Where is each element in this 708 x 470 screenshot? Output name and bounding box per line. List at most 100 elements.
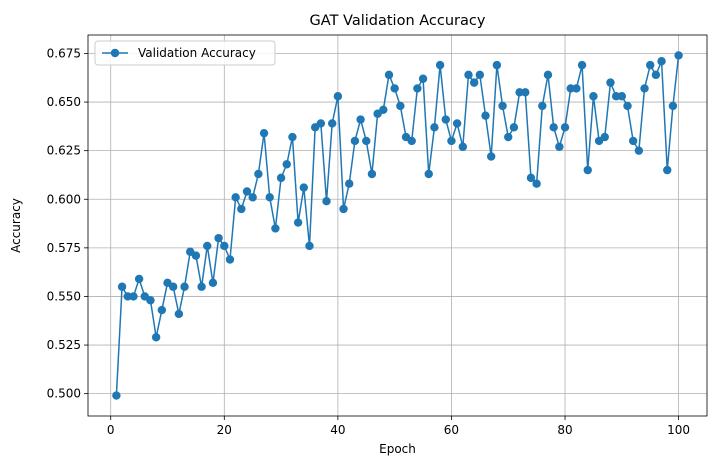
data-point (532, 179, 541, 188)
data-point (430, 123, 439, 132)
x-axis-title: Epoch (379, 442, 416, 456)
data-point (418, 74, 428, 83)
y-axis-title: Accuracy (9, 198, 23, 253)
data-point (458, 142, 468, 151)
data-point (168, 282, 178, 291)
y-tick-label: 0.575 (47, 241, 81, 255)
data-point (299, 183, 308, 192)
data-point (674, 51, 683, 60)
data-point (526, 173, 536, 183)
data-point (555, 142, 564, 151)
data-point (390, 84, 399, 93)
data-point (600, 132, 609, 142)
data-point (146, 296, 155, 305)
plot-frame (87, 34, 708, 417)
data-point (339, 204, 348, 214)
series-line (115, 55, 680, 396)
data-point (441, 115, 450, 124)
data-point (634, 146, 644, 155)
data-point (498, 101, 507, 111)
data-point (435, 60, 445, 70)
data-point (356, 115, 365, 124)
legend-box (94, 40, 276, 66)
data-point (225, 255, 235, 264)
data-point (271, 224, 280, 233)
x-tick-label: 20 (217, 423, 232, 437)
data-point (293, 218, 303, 227)
data-point (237, 204, 246, 214)
data-point (560, 123, 570, 132)
data-point (333, 92, 343, 101)
grid (88, 35, 707, 416)
data-point (174, 309, 184, 319)
x-tick-label: 80 (557, 423, 572, 437)
legend-entry: Validation Accuracy (138, 46, 256, 60)
data-point (657, 57, 666, 66)
data-point (117, 282, 127, 291)
data-point (208, 278, 218, 288)
data-point (583, 165, 592, 175)
y-tick-label: 0.625 (47, 144, 81, 158)
data-point (452, 119, 462, 128)
data-point (663, 165, 672, 175)
data-point (572, 84, 581, 93)
y-tick-label: 0.675 (47, 46, 81, 60)
data-point (379, 105, 388, 115)
data-point (220, 241, 229, 251)
data-point (214, 233, 223, 243)
data-point (134, 274, 144, 284)
data-point (628, 136, 638, 146)
data-point (521, 88, 530, 97)
data-point (668, 101, 678, 111)
data-point (197, 282, 206, 291)
data-point (538, 101, 547, 111)
data-point (112, 391, 121, 400)
data-point (577, 60, 587, 70)
data-point (265, 193, 274, 202)
data-point (259, 128, 269, 138)
y-tick-label: 0.500 (47, 387, 81, 401)
data-point (640, 84, 649, 93)
x-axis: 0 20 40 60 80 100 (107, 416, 690, 437)
data-point (492, 60, 502, 70)
data-point (254, 169, 263, 179)
data-point (413, 84, 422, 93)
data-point (549, 123, 558, 132)
x-tick-label: 100 (667, 423, 690, 437)
data-point (327, 119, 337, 128)
data-point (509, 123, 519, 132)
data-point (231, 193, 240, 202)
data-point (350, 136, 360, 146)
data-point (242, 187, 252, 196)
data-point (191, 251, 201, 260)
y-tick-label: 0.600 (47, 192, 81, 206)
data-point (617, 92, 627, 101)
data-point (464, 70, 473, 80)
data-point (504, 132, 513, 142)
data-point (481, 111, 490, 120)
data-point (606, 78, 615, 87)
data-point (248, 193, 257, 202)
data-point (362, 136, 371, 146)
y-tick-label: 0.525 (47, 338, 81, 352)
legend-marker-icon (110, 48, 120, 58)
data-point (151, 333, 161, 342)
legend: Validation Accuracy (94, 40, 276, 66)
y-tick-label: 0.650 (47, 95, 81, 109)
data-point (475, 70, 485, 80)
chart-title: GAT Validation Accuracy (310, 13, 486, 29)
data-point (157, 305, 167, 315)
data-point (305, 241, 314, 251)
data-point (322, 197, 331, 206)
data-point (589, 92, 598, 101)
data-point (316, 119, 326, 128)
data-point (345, 179, 354, 188)
data-point (623, 101, 632, 111)
x-tick-label: 0 (107, 423, 115, 437)
data-point (646, 60, 655, 70)
series-layer (112, 51, 683, 400)
data-point (180, 282, 189, 291)
data-point (487, 152, 496, 161)
data-point (129, 292, 138, 301)
